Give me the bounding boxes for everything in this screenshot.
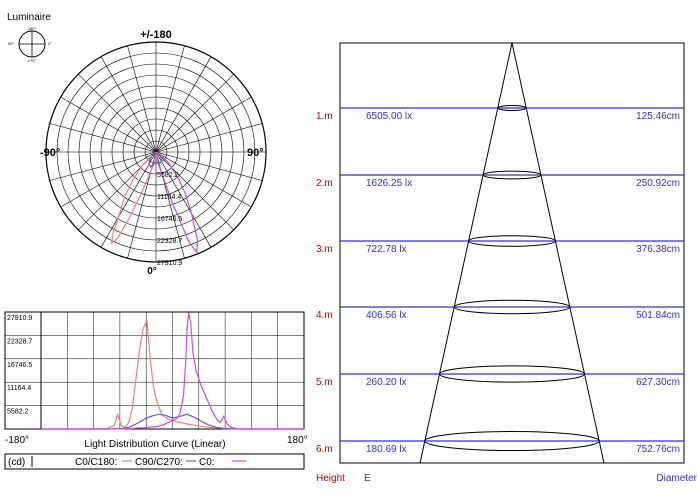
- polar-spoke: [155, 151, 263, 181]
- cone-height-label: 6.m: [316, 444, 333, 455]
- linear-title: Light Distribution Curve (Linear): [84, 439, 225, 450]
- cone-height-label: 5.m: [316, 377, 333, 388]
- polar-bottom-label: 0°: [147, 266, 157, 277]
- polar-spoke: [100, 151, 157, 248]
- cone-diameter: 250.92cm: [636, 178, 680, 189]
- polar-right-label: 90°: [247, 147, 264, 159]
- polar-spoke: [60, 151, 157, 208]
- cone-left-edge: [419, 42, 513, 464]
- linear-y-tick-label: 11164.4: [7, 385, 31, 392]
- cone-right-edge: [511, 42, 605, 464]
- cone-illuminance: 722.78 lx: [366, 244, 407, 255]
- polar-spoke: [100, 56, 157, 153]
- linear-series-c0-c180: [41, 319, 304, 430]
- polar-spoke: [155, 96, 252, 153]
- polar-spoke: [77, 73, 157, 153]
- polar-spoke: [127, 45, 157, 153]
- polar-series: [110, 151, 199, 255]
- cone-diagram: 1.m 6505.00 lx 125.46cm 2.m 1626.25 lx 250.92…: [316, 42, 698, 484]
- luminaire-icon-label-top: 180°: [28, 26, 37, 31]
- luminaire-icon-label-bottom: 270°: [28, 58, 37, 63]
- legend-c0-c180-label: C0/C180:: [75, 457, 117, 468]
- linear-y-tick-label: 27910.9: [7, 315, 32, 322]
- polar-spoke: [155, 151, 252, 208]
- cone-ellipse: [424, 431, 600, 451]
- polar-radial-label: 22328.7: [157, 238, 182, 245]
- cone-ellipse: [439, 365, 585, 383]
- cone-shape: [419, 42, 605, 464]
- polar-radial-label: 27910.9: [157, 260, 182, 267]
- luminaire-icon-label-left: 90°: [8, 41, 14, 46]
- cone-illuminance: 260.20 lx: [366, 377, 407, 388]
- cone-footer-diameter: Diameter: [656, 473, 697, 484]
- polar-spoke: [155, 123, 263, 153]
- polar-series-c0-c180: [110, 151, 158, 245]
- polar-radial-label: 16746.5: [157, 216, 182, 223]
- linear-chart: 5582.2 11164.4 16746.5 22328.7 27910.9 -180°…: [4, 311, 308, 470]
- polar-top-label: +/-180: [140, 29, 172, 41]
- linear-legend-box: [4, 453, 305, 470]
- legend-c90-c270-label: C90/C270:: [135, 457, 183, 468]
- legend-unit: (cd): [8, 457, 25, 468]
- cone-ellipse: [482, 170, 542, 180]
- cone-height-label: 2.m: [316, 178, 333, 189]
- polar-series-c0: [154, 151, 199, 255]
- linear-grid: [5, 311, 304, 429]
- cone-diameter: 125.46cm: [636, 111, 680, 122]
- cone-diameter: 627.30cm: [636, 377, 680, 388]
- cone-illuminance: 6505.00 lx: [366, 111, 412, 122]
- polar-left-label: -90°: [40, 147, 60, 159]
- linear-series: [41, 312, 304, 430]
- linear-series-c0: [41, 312, 304, 430]
- cone-height-label: 1.m: [316, 111, 333, 122]
- cone-height-label: 4.m: [316, 310, 333, 321]
- cone-frame: [339, 42, 685, 464]
- polar-radial-label: 11164.4: [157, 194, 181, 201]
- cone-diameter: 501.84cm: [636, 310, 680, 321]
- polar-series-c90-c270: [148, 151, 163, 168]
- polar-spoke: [155, 45, 185, 153]
- cone-height-label: 3.m: [316, 244, 333, 255]
- linear-x-max-label: 180°: [287, 435, 308, 446]
- polar-spoke: [155, 56, 212, 153]
- polar-grid: [45, 41, 267, 263]
- cone-rows: 1.m 6505.00 lx 125.46cm 2.m 1626.25 lx 250.92…: [316, 105, 684, 455]
- legend-c0-label: C0:: [199, 457, 215, 468]
- polar-spoke: [60, 96, 157, 153]
- linear-series-c90-c270: [41, 413, 304, 430]
- cone-ellipse: [453, 299, 571, 315]
- polar-spoke: [155, 151, 212, 248]
- cone-diameter: 376.38cm: [636, 244, 680, 255]
- luminaire-icon-label-right: 0°: [48, 41, 52, 46]
- cone-footer-e: E: [364, 473, 371, 484]
- luminaire-title: Luminaire: [7, 12, 51, 23]
- polar-radial-labels: 5582.2 11164.4 16746.5 22328.7 27910.9: [157, 172, 182, 267]
- linear-y-tick-label: 22328.7: [7, 338, 32, 345]
- luminaire-icon: 180° 90° 0° 270°: [8, 26, 52, 63]
- linear-y-tick-labels: 5582.2 11164.4 16746.5 22328.7 27910.9: [7, 315, 32, 416]
- cone-footer-height: Height: [316, 473, 345, 484]
- cone-ellipse: [497, 105, 527, 111]
- linear-frame: [4, 311, 305, 430]
- polar-radial-label: 5582.2: [157, 172, 179, 179]
- linear-y-tick-label: 5582.2: [7, 409, 29, 416]
- cone-illuminance: 406.56 lx: [366, 310, 407, 321]
- cone-illuminance: 1626.25 lx: [366, 178, 412, 189]
- polar-spoke: [155, 151, 235, 231]
- polar-spoke: [155, 73, 235, 153]
- cone-ellipse: [468, 235, 556, 247]
- linear-x-min-label: -180°: [5, 435, 29, 446]
- polar-chart: 5582.2 11164.4 16746.5 22328.7 27910.9 +/-18…: [40, 29, 267, 277]
- polar-spoke: [49, 123, 157, 153]
- cone-diameter: 752.76cm: [636, 444, 680, 455]
- linear-y-tick-label: 16746.5: [7, 362, 32, 369]
- cone-illuminance: 180.69 lx: [366, 444, 407, 455]
- polar-spoke: [49, 151, 157, 181]
